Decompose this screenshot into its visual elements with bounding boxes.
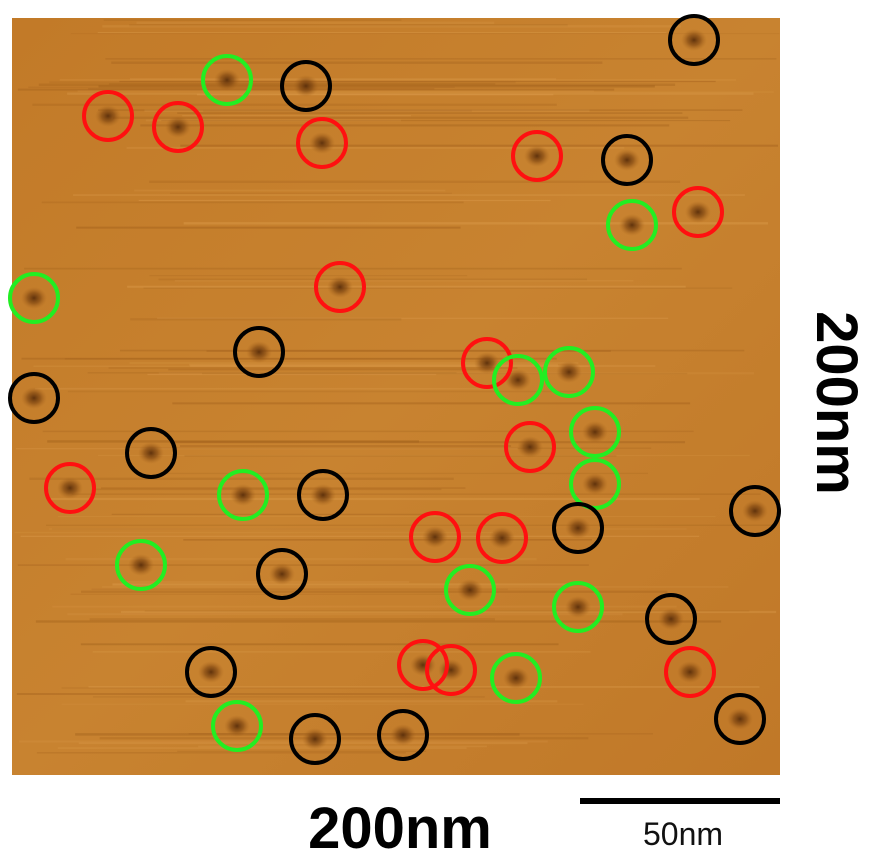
defect xyxy=(309,132,335,154)
defect xyxy=(327,276,353,298)
defect xyxy=(198,661,224,683)
defect xyxy=(21,387,47,409)
defect xyxy=(165,116,191,138)
defect xyxy=(246,341,272,363)
defect xyxy=(619,214,645,236)
scale-bar-label: 50nm xyxy=(643,816,723,852)
defect xyxy=(582,421,608,443)
page: 50nm 200nm 200nm (() => { const data = J… xyxy=(0,0,872,855)
defect xyxy=(556,361,582,383)
defect xyxy=(517,436,543,458)
defect xyxy=(293,75,319,97)
defect xyxy=(57,477,83,499)
defect xyxy=(677,661,703,683)
defect xyxy=(230,484,256,506)
defect xyxy=(685,201,711,223)
defect xyxy=(681,29,707,51)
defect xyxy=(422,526,448,548)
vertical-size-label: 200nm xyxy=(804,311,869,495)
defect xyxy=(224,715,250,737)
defect xyxy=(658,608,684,630)
defect xyxy=(503,667,529,689)
defect xyxy=(310,484,336,506)
defect xyxy=(128,554,154,576)
defect xyxy=(727,708,753,730)
defect xyxy=(21,287,47,309)
defect xyxy=(582,473,608,495)
defect xyxy=(390,724,416,746)
defect xyxy=(565,596,591,618)
horizontal-size-label: 200nm xyxy=(308,796,492,855)
defect xyxy=(565,517,591,539)
defect xyxy=(302,728,328,750)
defect xyxy=(524,145,550,167)
afm-figure: 50nm 200nm 200nm xyxy=(0,0,872,855)
defect xyxy=(95,105,121,127)
defect xyxy=(614,149,640,171)
defect xyxy=(269,563,295,585)
defect xyxy=(742,500,768,522)
defect xyxy=(489,527,515,549)
defect xyxy=(457,579,483,601)
defect xyxy=(214,69,240,91)
defect xyxy=(138,442,164,464)
